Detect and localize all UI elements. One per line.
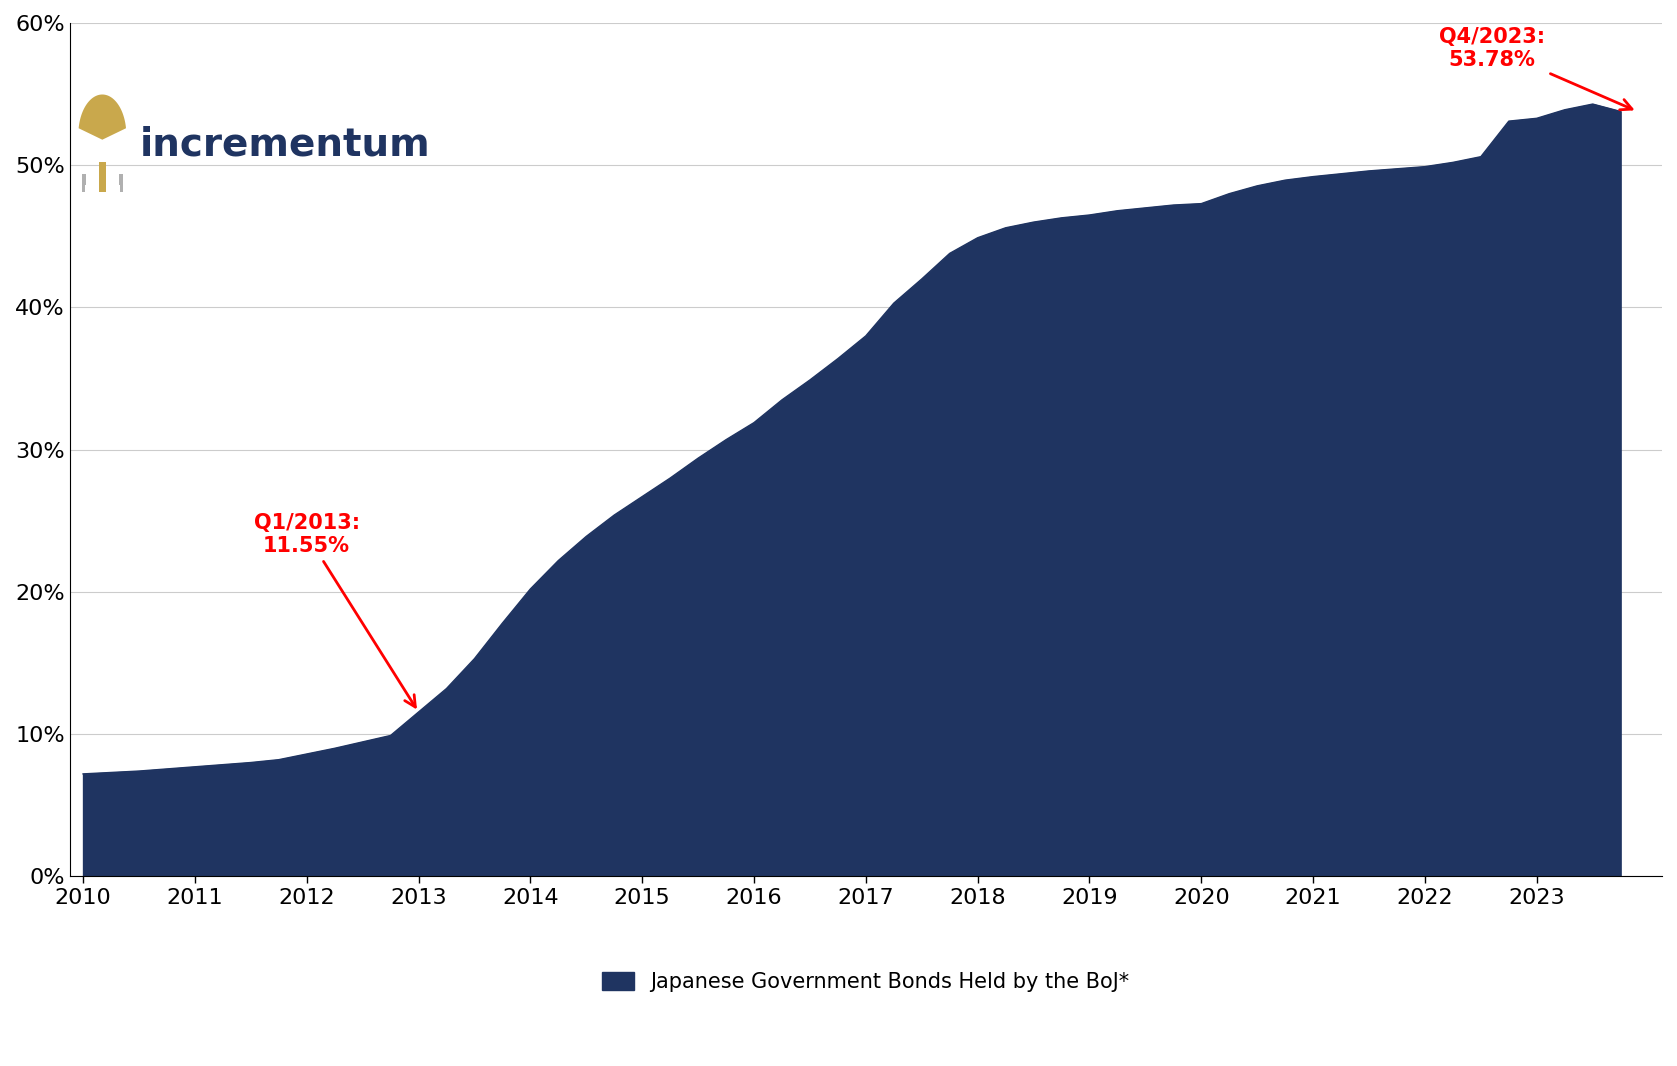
Polygon shape xyxy=(119,175,122,192)
Polygon shape xyxy=(82,175,86,192)
Text: Q4/2023:
53.78%: Q4/2023: 53.78% xyxy=(1439,27,1632,110)
Polygon shape xyxy=(99,162,106,192)
Polygon shape xyxy=(79,95,126,140)
Legend: Japanese Government Bonds Held by the BoJ*: Japanese Government Bonds Held by the Bo… xyxy=(594,964,1137,1001)
Text: incrementum: incrementum xyxy=(139,126,429,164)
Text: Q1/2013:
11.55%: Q1/2013: 11.55% xyxy=(253,513,416,707)
